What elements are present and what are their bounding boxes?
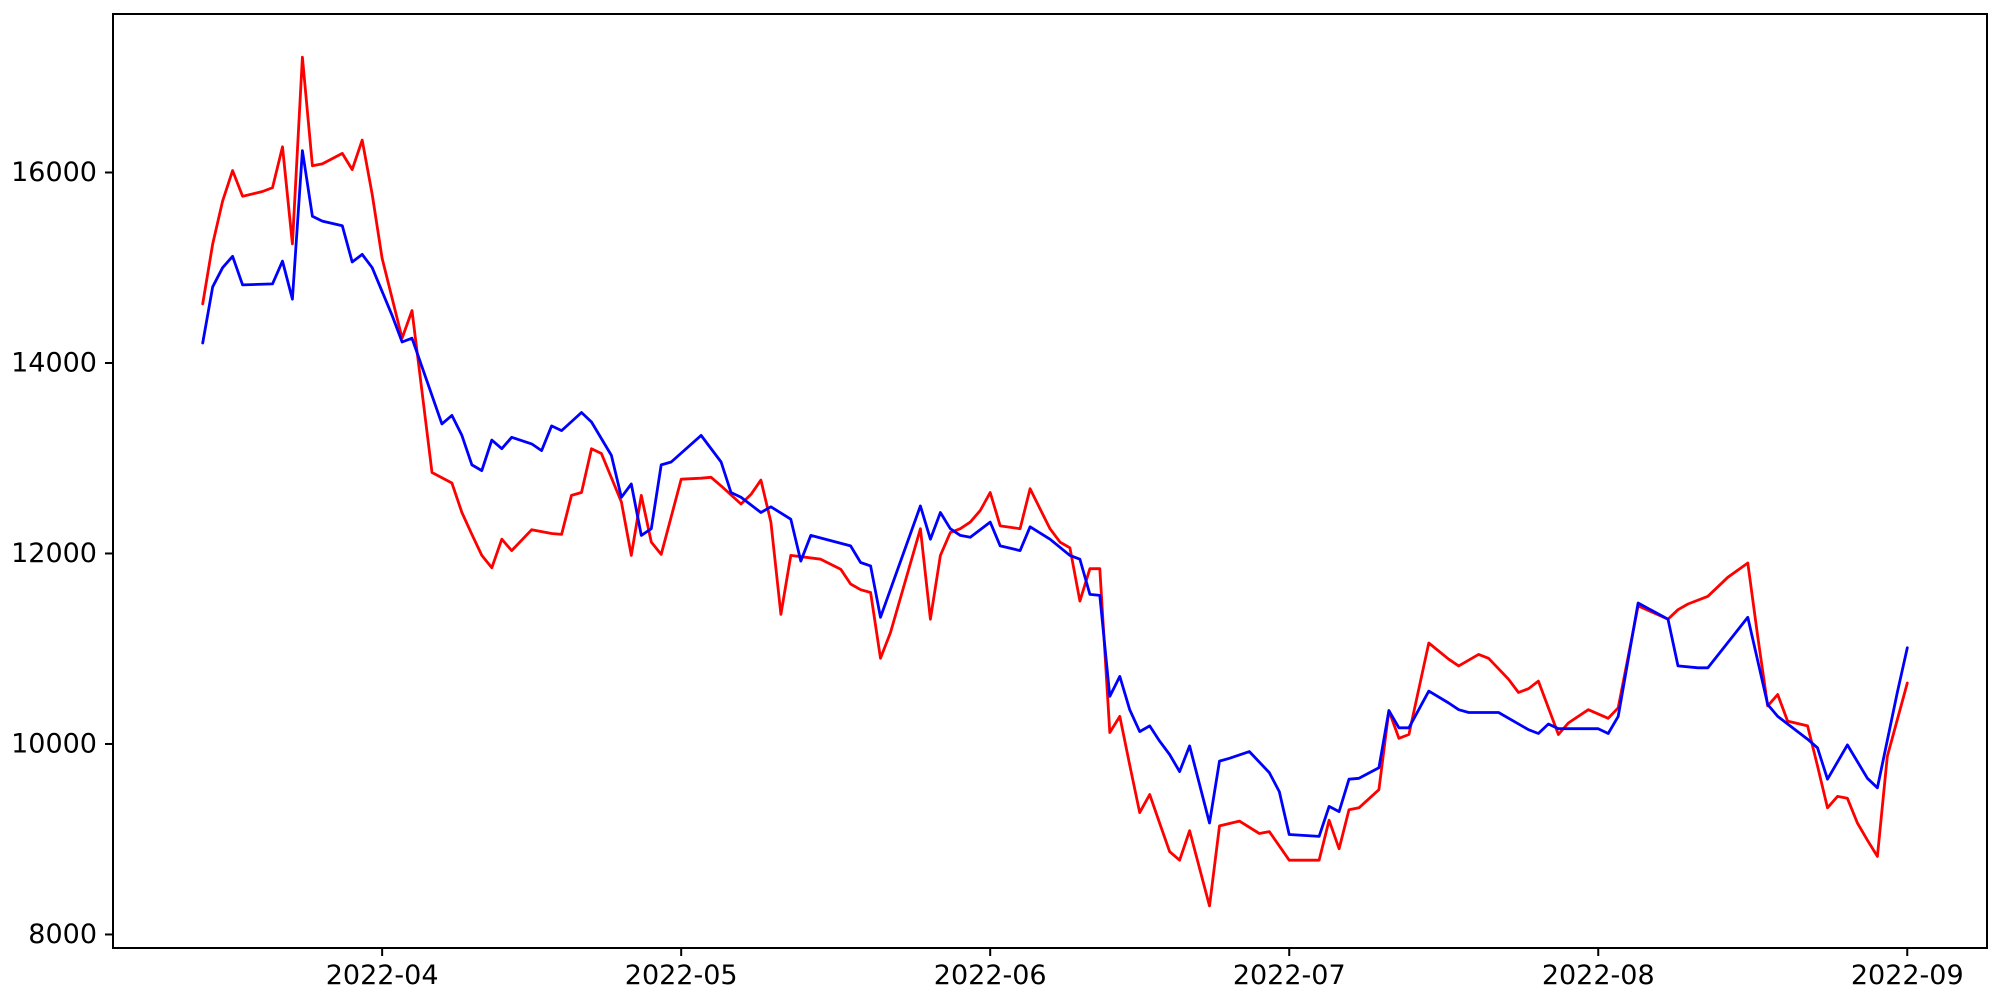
x-tick-label: 2022-04 [326, 960, 439, 991]
y-tick-label: 8000 [28, 919, 97, 950]
y-tick-label: 10000 [11, 728, 97, 759]
series-line-red-series [201, 55, 1909, 908]
x-tick-label: 2022-05 [625, 960, 738, 991]
axes [112, 13, 1988, 949]
y-tick-label: 12000 [11, 538, 97, 569]
tick-marks [105, 171, 1909, 956]
x-tick-label: 2022-06 [934, 960, 1047, 991]
tick-labels: 8000 10000 12000 14000 16000 2022-04 2022-05 20… [11, 157, 1964, 991]
series-lines [201, 55, 1909, 908]
plot-border [112, 13, 1988, 949]
x-tick-label: 2022-09 [1851, 960, 1964, 991]
x-tick-label: 2022-07 [1233, 960, 1346, 991]
y-tick-label: 14000 [11, 347, 97, 378]
y-tick-label: 16000 [11, 157, 97, 188]
series-line-blue-series [201, 149, 1909, 838]
x-tick-label: 2022-08 [1542, 960, 1655, 991]
